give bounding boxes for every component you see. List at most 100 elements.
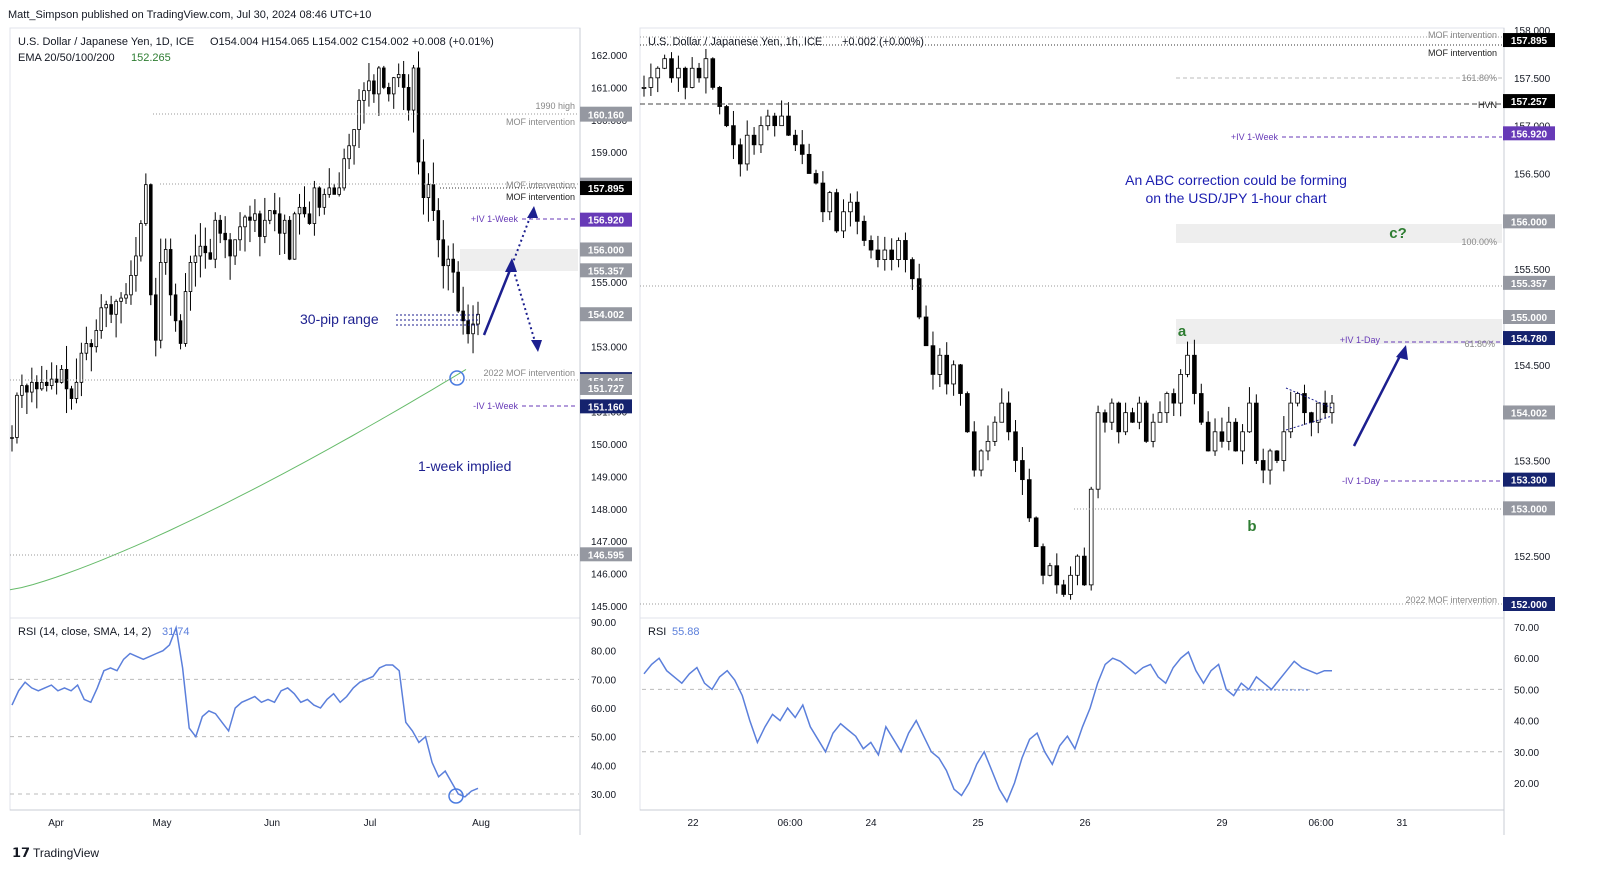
candle-body bbox=[292, 213, 297, 260]
price-label-text: 155.357 bbox=[1511, 279, 1548, 290]
candle-body bbox=[1088, 488, 1094, 586]
candle-body bbox=[1205, 421, 1211, 452]
price-label-text: 151.160 bbox=[588, 402, 625, 413]
y-tick-label: 146.000 bbox=[591, 570, 628, 581]
candle-body bbox=[799, 144, 805, 155]
candle-body bbox=[109, 304, 113, 315]
candle-body bbox=[1040, 546, 1046, 576]
candle-body bbox=[441, 239, 446, 267]
rsi-tick-label: 90.00 bbox=[591, 618, 616, 629]
right-iv-day-dn-label: -IV 1-Day bbox=[1342, 476, 1381, 486]
candle-body bbox=[208, 252, 213, 260]
candle-body bbox=[731, 125, 736, 146]
candle-body bbox=[1033, 517, 1039, 548]
left-price-pane[interactable] bbox=[9, 27, 581, 619]
price-label-text: 160.160 bbox=[588, 111, 625, 122]
candle-body bbox=[387, 87, 391, 95]
candle-body bbox=[54, 378, 59, 383]
candle-body bbox=[744, 134, 750, 165]
price-label-box bbox=[580, 399, 632, 414]
price-label-text: 156.920 bbox=[588, 216, 625, 227]
candle-body bbox=[786, 115, 791, 136]
left-arrow-up-head bbox=[505, 258, 517, 272]
left-rsi-pane[interactable] bbox=[9, 617, 581, 811]
y-tick-label: 161.000 bbox=[591, 83, 628, 94]
right-rsi-pane[interactable] bbox=[639, 617, 1505, 811]
candle-body bbox=[99, 307, 103, 331]
candle-body bbox=[198, 245, 203, 257]
x-tick-label: 31 bbox=[1396, 818, 1408, 829]
candle-body bbox=[903, 240, 908, 260]
wave-a-label: a bbox=[1178, 323, 1187, 340]
candle-body bbox=[1288, 402, 1294, 433]
price-label-text: 157.895 bbox=[588, 184, 625, 195]
candle-body bbox=[710, 58, 716, 88]
triangle-upper bbox=[1285, 387, 1333, 409]
right-iv-week-label: +IV 1-Week bbox=[1231, 132, 1279, 142]
left-ema-label: EMA 20/50/100/200 bbox=[18, 52, 115, 64]
candle-body bbox=[49, 378, 54, 386]
right-rsi-value: 55.88 bbox=[672, 626, 700, 638]
rsi-circle bbox=[448, 788, 464, 804]
y-tick-label: 155.500 bbox=[1514, 265, 1551, 276]
left-title: U.S. Dollar / Japanese Yen, 1D, ICE bbox=[18, 36, 194, 48]
candle-body bbox=[910, 259, 915, 280]
left-gap-zone bbox=[460, 249, 578, 271]
right-chart[interactable]: 158.000157.500157.000156.500156.000155.5… bbox=[639, 26, 1555, 835]
candle-body bbox=[751, 134, 757, 146]
candle-body bbox=[352, 129, 356, 147]
candle-body bbox=[717, 87, 722, 107]
candle-body bbox=[342, 158, 346, 189]
x-tick-label: 06:00 bbox=[1308, 818, 1333, 829]
left-chart[interactable]: 162.000161.000160.000159.000158.000157.0… bbox=[9, 27, 632, 835]
candle-body bbox=[916, 278, 922, 318]
left-arrow-dotted-up-head bbox=[527, 206, 538, 218]
candle-body bbox=[377, 67, 381, 95]
candle-body bbox=[1020, 460, 1025, 481]
candle-body bbox=[1109, 402, 1115, 423]
y-tick-label: 159.000 bbox=[591, 148, 628, 159]
rsi-line bbox=[643, 650, 1332, 804]
candle-body bbox=[327, 187, 332, 195]
candle-body bbox=[59, 368, 64, 383]
candle-body bbox=[188, 262, 193, 293]
x-tick-label: Jul bbox=[364, 818, 377, 829]
candle-body bbox=[357, 99, 361, 130]
price-label-text: 157.257 bbox=[1511, 97, 1548, 108]
right-headline-1: An ABC correction could be forming bbox=[1125, 172, 1347, 188]
candle-body bbox=[233, 239, 237, 257]
price-label-text: 155.000 bbox=[1511, 313, 1548, 324]
candle-body bbox=[971, 431, 977, 471]
candle-body bbox=[1226, 421, 1232, 442]
candle-body bbox=[848, 201, 853, 213]
candle-body bbox=[930, 345, 936, 375]
candle-body bbox=[875, 249, 881, 261]
candle-body bbox=[1143, 402, 1149, 442]
y-tick-label: 158.000 bbox=[1514, 26, 1551, 37]
price-label-text: 154.002 bbox=[1511, 408, 1548, 419]
candle-body bbox=[676, 67, 681, 79]
candle-body bbox=[1026, 479, 1032, 519]
y-tick-label: 155.000 bbox=[591, 278, 628, 289]
price-label-text: 156.920 bbox=[1511, 129, 1548, 140]
right-mof-top-label: MOF intervention bbox=[1428, 30, 1497, 40]
candle-body bbox=[20, 385, 24, 396]
right-mof-top2-label: MOF intervention bbox=[1428, 48, 1497, 58]
candle-body bbox=[149, 184, 153, 296]
candle-body bbox=[178, 320, 183, 344]
y-tick-label: 154.500 bbox=[1514, 361, 1551, 372]
candle-body bbox=[1130, 412, 1135, 423]
candle-body bbox=[868, 240, 874, 251]
candle-body bbox=[841, 211, 846, 232]
x-tick-label: Aug bbox=[472, 818, 490, 829]
candle-body bbox=[779, 115, 784, 127]
right-iv-day-up-label: +IV 1-Day bbox=[1340, 335, 1381, 345]
range-label: 30-pip range bbox=[300, 311, 379, 327]
price-label-box bbox=[580, 212, 632, 227]
left-iv-up-label: +IV 1-Week bbox=[471, 214, 519, 224]
candle-body bbox=[89, 343, 94, 348]
candle-body bbox=[1322, 402, 1328, 414]
candle-body bbox=[258, 213, 262, 237]
candle-body bbox=[1171, 393, 1177, 404]
